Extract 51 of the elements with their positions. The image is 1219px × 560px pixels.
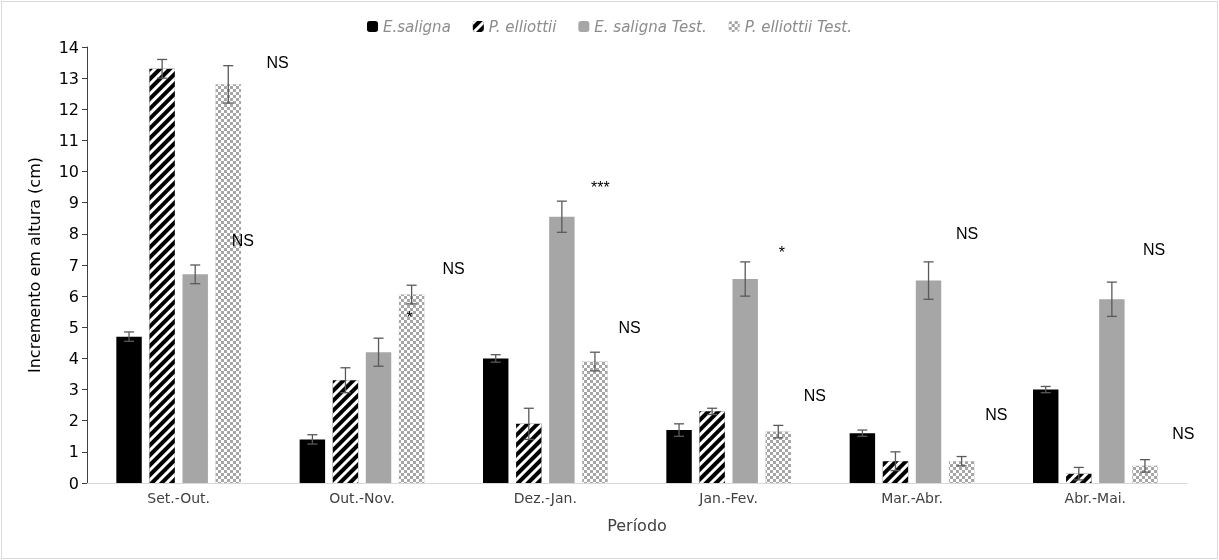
y-tick-label: 4 <box>68 348 79 368</box>
bar <box>732 279 758 483</box>
y-tick-label: 7 <box>68 255 79 275</box>
legend-label: P. elliottii Test. <box>744 17 852 36</box>
bar <box>365 352 392 483</box>
annotation: NS <box>1172 424 1195 442</box>
annotation: NS <box>955 225 979 243</box>
annotation: NS <box>803 387 826 405</box>
x-tick-label: Set.-Out. <box>147 490 211 506</box>
y-tick-label: 6 <box>68 286 79 306</box>
bar <box>1099 299 1125 483</box>
annotation: * <box>406 309 413 327</box>
x-tick-label: Abr.-Mai. <box>1064 490 1127 506</box>
annotation: NS <box>442 259 465 277</box>
bar <box>549 216 575 483</box>
annotation: * <box>778 244 785 262</box>
y-axis-title: Incremento em altura (cm) <box>24 157 44 373</box>
y-tick-label: 5 <box>68 317 79 337</box>
legend-label: E. saligna Test. <box>594 17 707 36</box>
y-tick-label: 1 <box>68 442 79 462</box>
x-tick-label: Jan.-Fev. <box>698 490 758 506</box>
x-tick-label: Mar.-Abr. <box>881 490 943 506</box>
y-tick-label: 14 <box>58 37 79 57</box>
x-tick-label: Out.-Nov. <box>329 490 395 506</box>
y-tick-label: 8 <box>68 224 79 244</box>
y-tick-label: 0 <box>68 473 79 493</box>
bar <box>299 439 326 483</box>
y-tick-label: 2 <box>68 411 79 431</box>
annotation: NS <box>231 231 254 249</box>
x-axis-title: Período <box>607 515 667 535</box>
bar <box>182 274 208 483</box>
annotation: *** <box>590 178 610 196</box>
legend-label: E.saligna <box>383 17 451 36</box>
y-tick-label: 11 <box>58 130 79 150</box>
y-tick-label: 12 <box>58 99 79 119</box>
annotation: NS <box>618 318 641 336</box>
annotation: NS <box>985 405 1008 423</box>
bar <box>849 433 876 483</box>
legend-label: P. elliottii <box>488 17 558 36</box>
annotation: NS <box>1142 240 1166 258</box>
annotation: NS <box>266 54 289 72</box>
x-tick-label: Dez.-Jan. <box>513 490 577 506</box>
bar <box>666 430 692 483</box>
y-tick-label: 10 <box>58 162 79 182</box>
bar <box>116 336 142 483</box>
bar <box>483 358 509 483</box>
bar <box>915 280 942 483</box>
y-tick-label: 9 <box>68 193 79 213</box>
bar <box>1033 389 1059 483</box>
y-tick-label: 3 <box>68 380 79 400</box>
y-tick-label: 13 <box>58 68 79 88</box>
